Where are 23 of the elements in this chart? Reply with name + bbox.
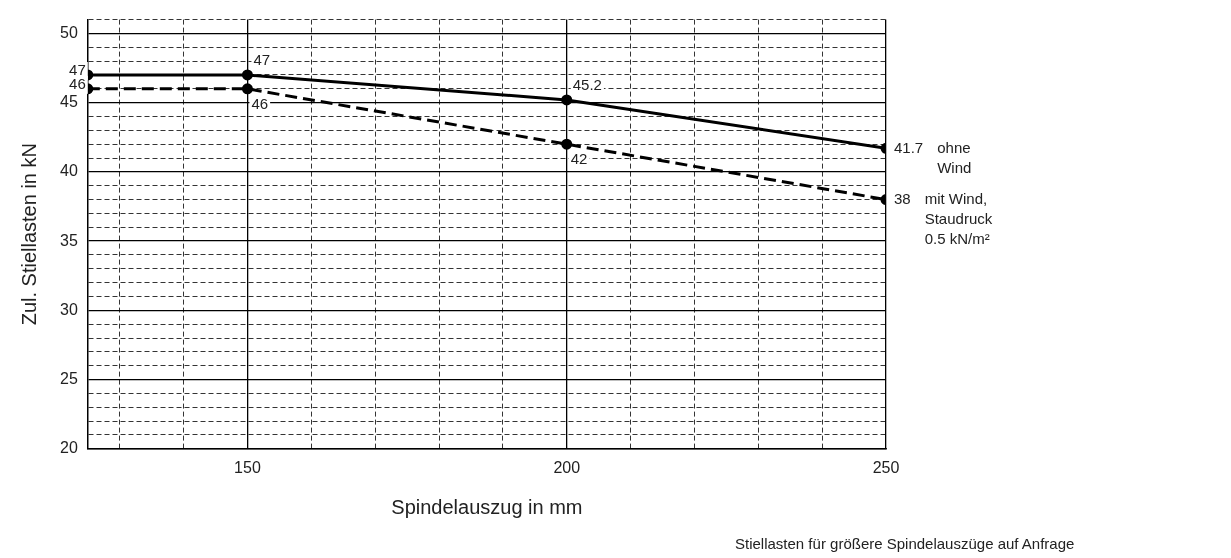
y-axis-title: Zul. Stiellasten in kN — [17, 143, 40, 326]
text: mit Wind, Staudruck 0.5 kN/m² — [924, 189, 993, 247]
data-label: 42 — [570, 150, 588, 168]
y-tick-label: 35 — [60, 231, 78, 249]
y-tick-label: 20 — [60, 439, 78, 457]
x-axis-title: Spindelauszug in mm — [391, 495, 583, 518]
data-label: 46 — [69, 74, 86, 92]
y-tick-label: 30 — [60, 300, 78, 318]
text: Stiellasten für größere Spindelauszüge auf Anfrage — [735, 535, 1075, 552]
x-tick-label: 250 — [872, 458, 900, 476]
y-tick-label: 50 — [60, 23, 78, 41]
y-tick-label: 25 — [60, 369, 78, 387]
data-label: 38 — [894, 189, 911, 207]
text: ohne Wind — [937, 138, 972, 176]
y-tick-label: 45 — [60, 93, 78, 111]
y-tick-label: 40 — [60, 162, 78, 180]
data-label: 45.2 — [572, 76, 602, 94]
data-label: 46 — [251, 94, 269, 112]
data-label: 47 — [253, 51, 271, 69]
x-tick-label: 150 — [234, 458, 261, 476]
data-label: 41.7 — [894, 138, 924, 156]
data-label: 47 — [69, 61, 86, 79]
x-tick-label: 200 — [553, 458, 581, 476]
